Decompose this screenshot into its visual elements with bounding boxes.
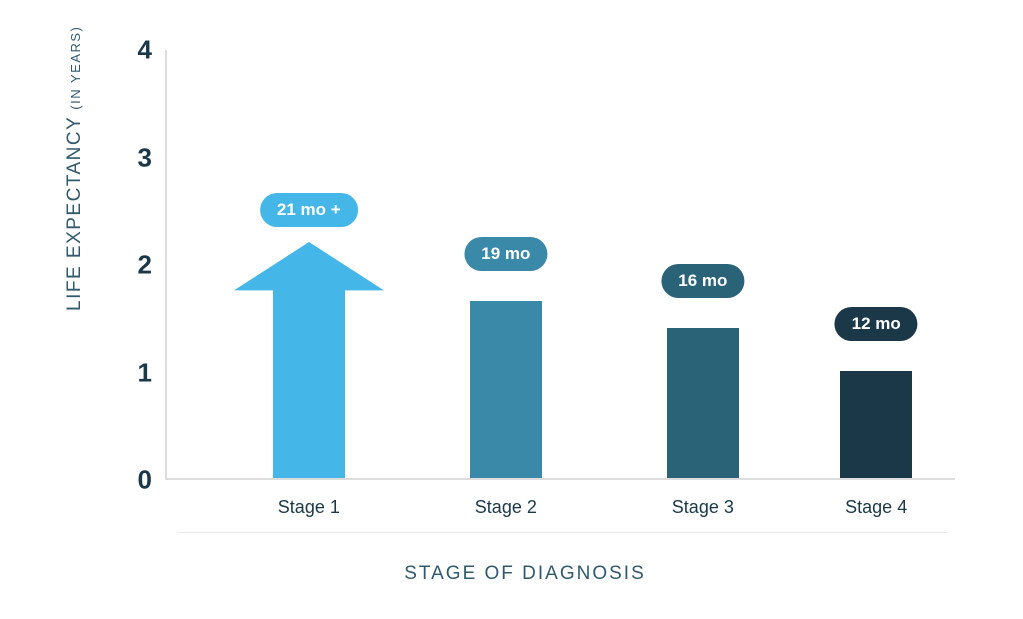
x-tick-stage-4: Stage 4 [845, 497, 907, 518]
y-axis-label: LIFE EXPECTANCY (IN YEARS) [64, 26, 86, 311]
pill-stage-1: 21 mo + [260, 193, 358, 227]
bar-stage-3 [667, 328, 739, 479]
pill-stage-3: 16 mo [661, 264, 744, 298]
x-axis-label: STAGE OF DIAGNOSIS [404, 563, 646, 585]
plot-area: 01234 21 mo +Stage 119 moStage 216 moSta… [165, 50, 955, 480]
y-axis-label-main: LIFE EXPECTANCY [64, 116, 85, 311]
x-tick-baseline [177, 532, 947, 533]
x-tick-stage-2: Stage 2 [475, 497, 537, 518]
x-tick-stage-1: Stage 1 [278, 497, 340, 518]
x-tick-stage-3: Stage 3 [672, 497, 734, 518]
y-tick-1: 1 [127, 357, 152, 388]
bar-stage-1-arrow [234, 242, 384, 479]
y-tick-3: 3 [127, 142, 152, 173]
y-tick-4: 4 [127, 35, 152, 66]
y-tick-2: 2 [127, 250, 152, 281]
bar-stage-4 [840, 371, 912, 479]
y-axis-label-sub: (IN YEARS) [68, 26, 83, 110]
life-expectancy-chart: LIFE EXPECTANCY (IN YEARS) 01234 21 mo +… [80, 40, 970, 580]
y-tick-0: 0 [127, 465, 152, 496]
bar-stage-2 [470, 301, 542, 478]
pill-stage-2: 19 mo [464, 237, 547, 271]
pill-stage-4: 12 mo [835, 307, 918, 341]
